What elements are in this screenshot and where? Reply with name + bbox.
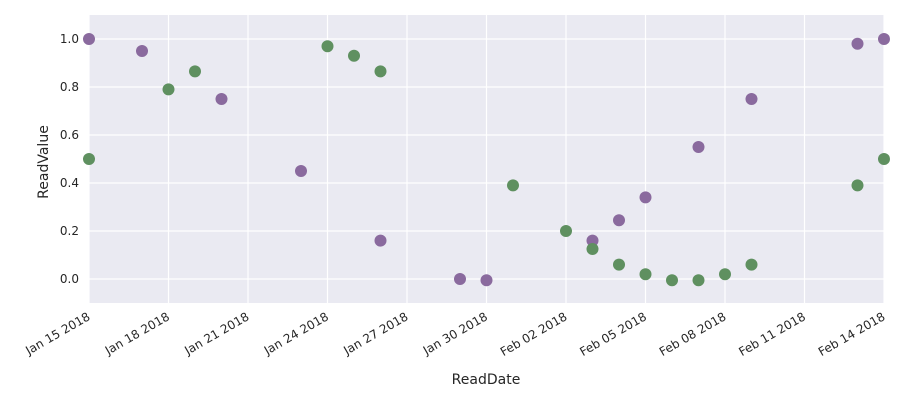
data-point xyxy=(295,165,307,177)
data-point xyxy=(321,40,334,53)
x-tick-label: Jan 24 2018 xyxy=(261,309,331,358)
y-tick-label: 0.8 xyxy=(60,80,79,94)
x-tick-label: Feb 08 2018 xyxy=(657,309,729,358)
data-point xyxy=(374,234,387,247)
data-point xyxy=(666,274,678,287)
data-point xyxy=(692,274,705,287)
x-tick-label: Jan 18 2018 xyxy=(102,309,172,358)
data-point xyxy=(189,65,201,78)
data-point xyxy=(639,268,652,281)
data-point xyxy=(586,234,599,247)
y-tick-label: 0.4 xyxy=(60,176,79,190)
data-point xyxy=(374,65,387,78)
x-axis-label: ReadDate xyxy=(452,372,521,388)
data-point xyxy=(586,243,599,255)
x-tick-label: Jan 21 2018 xyxy=(181,309,251,358)
data-point xyxy=(507,179,519,192)
data-point xyxy=(83,33,95,45)
x-tick-label: Jan 15 2018 xyxy=(22,309,92,358)
y-axis-label: ReadValue xyxy=(36,125,52,199)
data-point xyxy=(878,33,890,45)
data-point xyxy=(851,37,864,50)
data-point xyxy=(692,141,705,153)
data-point xyxy=(136,45,148,57)
data-point xyxy=(878,153,890,165)
y-tick-label: 0.0 xyxy=(60,272,79,286)
data-point xyxy=(560,225,572,237)
y-tick-label: 1.0 xyxy=(60,32,79,46)
x-tick-label: Jan 27 2018 xyxy=(340,309,410,358)
data-point xyxy=(348,49,360,62)
x-tick-label: Feb 14 2018 xyxy=(816,309,888,358)
data-point xyxy=(454,273,466,285)
y-tick-label: 0.6 xyxy=(60,128,79,142)
data-point xyxy=(745,93,758,105)
x-tick-label: Feb 05 2018 xyxy=(577,309,649,358)
y-tick-labels: 0.0 0.2 0.4 0.6 0.8 1.0 xyxy=(60,32,79,286)
data-point xyxy=(613,214,625,227)
data-point xyxy=(719,268,731,281)
data-point xyxy=(745,258,758,271)
x-tick-labels: Jan 15 2018 Jan 18 2018 Jan 21 2018 Jan 24 … xyxy=(22,309,887,358)
data-point xyxy=(613,258,625,271)
data-point xyxy=(480,274,493,287)
data-point xyxy=(639,191,652,204)
x-tick-label: Feb 02 2018 xyxy=(498,309,570,358)
data-point xyxy=(83,153,95,165)
data-points xyxy=(83,33,890,287)
y-tick-label: 0.2 xyxy=(60,224,79,238)
x-tick-label: Jan 30 2018 xyxy=(420,309,490,358)
x-tick-label: Feb 11 2018 xyxy=(736,309,808,358)
data-point xyxy=(851,179,864,192)
data-point xyxy=(215,93,228,105)
grid-lines xyxy=(88,15,885,303)
data-point xyxy=(162,83,175,96)
